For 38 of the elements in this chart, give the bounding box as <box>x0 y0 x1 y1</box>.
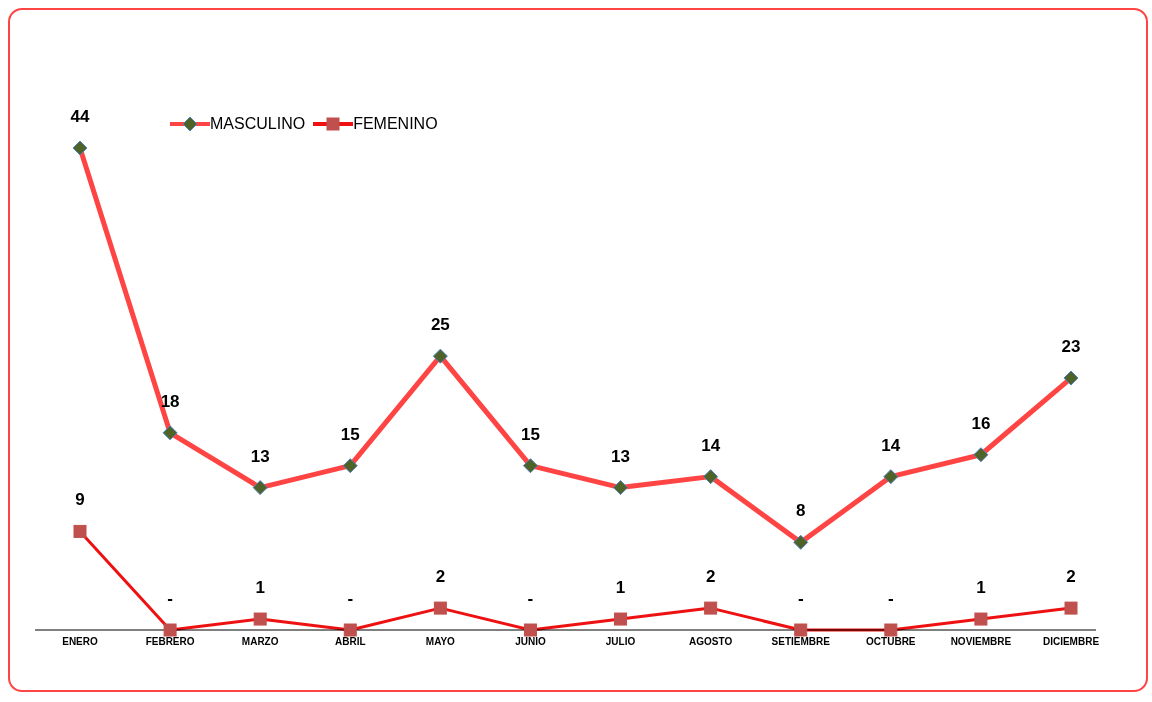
legend-label: FEMENINO <box>353 115 438 133</box>
data-label: 44 <box>70 107 90 126</box>
x-tick-label: SETIEMBRE <box>771 636 831 648</box>
data-label: - <box>887 589 894 608</box>
data-label: 1 <box>976 578 986 598</box>
x-tick-label: JULIO <box>605 636 636 648</box>
x-tick-label: OCTUBRE <box>866 636 916 648</box>
data-label: 9 <box>75 490 85 510</box>
data-label: 15 <box>340 424 360 444</box>
data-label: 2 <box>1066 567 1076 587</box>
data-label: 1 <box>255 578 265 598</box>
x-tick-label: DICIEMBRE <box>1042 636 1100 648</box>
x-tick-label: ABRIL <box>334 636 366 648</box>
data-label: 2 <box>705 567 716 587</box>
data-label: 13 <box>611 446 631 466</box>
data-label: 16 <box>971 413 991 433</box>
legend-label: MASCULINO <box>210 115 306 133</box>
data-label: 1 <box>615 578 626 598</box>
x-tick-label: MAYO <box>425 636 456 648</box>
data-label: 15 <box>520 424 540 444</box>
data-label: 14 <box>881 435 901 455</box>
data-label: - <box>797 589 804 608</box>
x-tick-label: NOVIEMBRE <box>950 636 1012 648</box>
data-label: 2 <box>435 567 446 587</box>
x-tick-label: JUNIO <box>515 636 546 648</box>
data-label: - <box>347 589 354 608</box>
x-tick-label: AGOSTO <box>689 636 733 648</box>
data-label: - <box>167 589 173 608</box>
data-label: 14 <box>701 435 721 455</box>
data-label: 25 <box>430 315 450 335</box>
data-label: - <box>527 589 534 608</box>
data-label: 13 <box>250 446 270 466</box>
data-label: 18 <box>160 391 180 411</box>
x-tick-label: MARZO <box>241 636 279 648</box>
data-label: 23 <box>1061 337 1081 357</box>
x-tick-label: ENERO <box>62 636 98 648</box>
data-label: 8 <box>795 501 806 521</box>
x-tick-label: FEBRERO <box>145 636 195 648</box>
